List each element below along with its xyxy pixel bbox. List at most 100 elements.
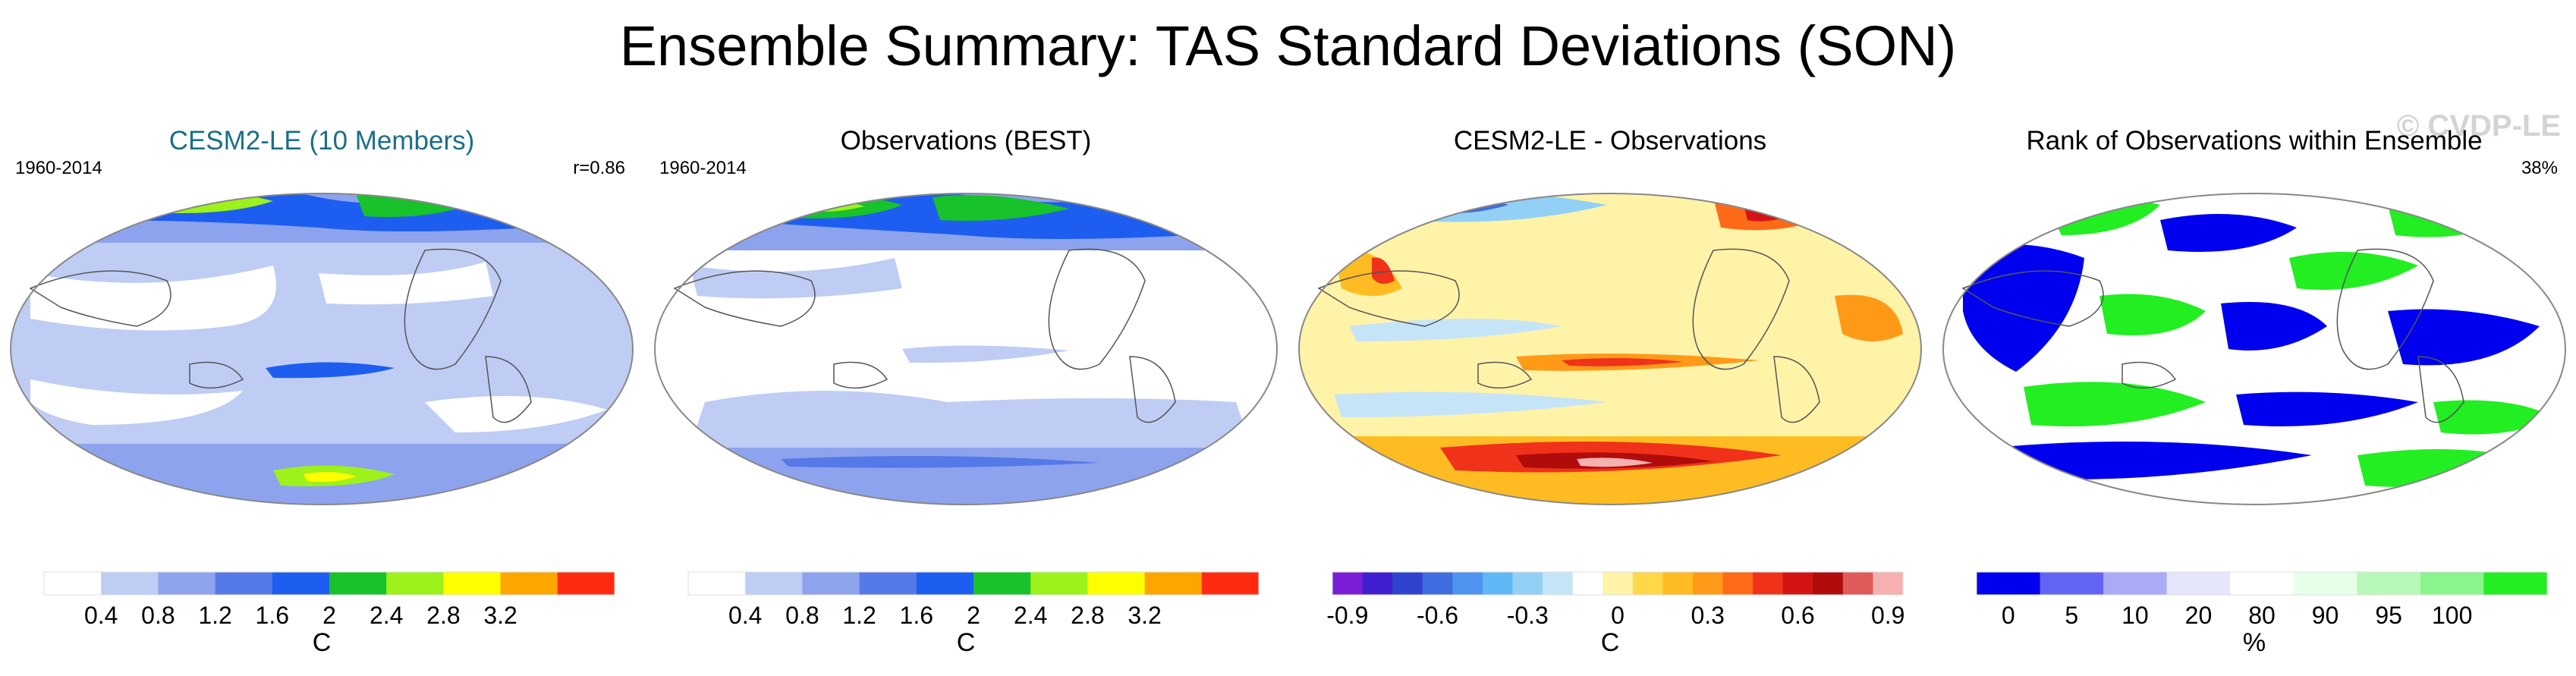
colorbar-swatch (1977, 572, 2041, 595)
colorbar-swatch (1572, 572, 1603, 595)
colorbar-swatch (1692, 572, 1724, 595)
colorbar-ticks: 0.4 0.8 1.2 1.6 2 2.4 2.8 3.2 (84, 602, 517, 629)
period-label: 1960-2014 (15, 158, 102, 178)
colorbar-tick-label: 2.4 (370, 602, 403, 629)
colorbar-swatch (1722, 572, 1754, 595)
colorbar-swatch (386, 572, 444, 595)
colorbar-swatch (2357, 572, 2421, 595)
colorbar-swatch (1087, 572, 1146, 595)
colorbar-swatch (443, 572, 502, 595)
colorbar-swatch (2293, 572, 2357, 595)
colorbar-tick-label: -0.3 (1507, 602, 1549, 629)
colorbar-swatch (1030, 572, 1088, 595)
colorbar-unit: C (1600, 628, 1620, 657)
colorbar-tick-label: 0.9 (1871, 602, 1904, 629)
map-model (10, 193, 634, 505)
colorbar-swatch (215, 572, 273, 595)
colorbar-tick-label: 95 (2375, 602, 2402, 629)
colorbar-swatch (1422, 572, 1453, 595)
colorbar-ticks: -0.9 -0.6 -0.3 0 0.3 0.6 0.9 (1326, 602, 1904, 629)
colorbar-tick-label: 3.2 (1128, 602, 1161, 629)
colorbar-swatch (973, 572, 1031, 595)
figure-title: Ensemble Summary: TAS Standard Deviation… (619, 14, 1957, 77)
panel-title: CESM2-LE - Observations (1453, 126, 1767, 156)
colorbar-swatch (158, 572, 216, 595)
panel-observations: Observations (BEST) 1960-2014 0.4 0.8 1.2 1… (644, 114, 1288, 676)
panel-title: Observations (BEST) (840, 126, 1092, 156)
colorbar-swatch (329, 572, 387, 595)
colorbar-tick-label: 1.6 (900, 602, 933, 629)
map-rank (1942, 193, 2566, 505)
colorbar-swatch (2230, 572, 2294, 595)
colorbar-outline (1332, 571, 1904, 596)
colorbar-swatch (1632, 572, 1663, 595)
colorbar-swatch (2166, 572, 2231, 595)
colorbar-outline (43, 571, 615, 596)
map-difference (1298, 193, 1922, 505)
colorbar-swatch (1144, 572, 1203, 595)
colorbar-swatch (1782, 572, 1813, 595)
colorbar-swatch (101, 572, 159, 595)
colorbar-tick-label: -0.6 (1417, 602, 1458, 629)
period-label: 1960-2014 (659, 158, 747, 178)
colorbar-swatch (1813, 572, 1844, 595)
colorbar-ticks: 0.4 0.8 1.2 1.6 2 2.4 2.8 3.2 (728, 602, 1162, 629)
colorbar-unit: C (312, 628, 332, 657)
colorbar-unit: % (2242, 628, 2266, 657)
colorbar-tick-label: 10 (2122, 602, 2149, 629)
colorbar-swatch (1201, 572, 1260, 595)
colorbar-tick-label: 0 (2002, 602, 2015, 629)
colorbar-tick-label: 2.8 (1071, 602, 1104, 629)
colorbar-swatch (500, 572, 558, 595)
colorbar (43, 571, 615, 596)
colorbar-ticks: 0 5 10 20 80 90 95 100 (2002, 602, 2472, 629)
colorbar-tick-label: 2 (322, 602, 336, 629)
panel-model: CESM2-LE (10 Members) 1960-2014 r=0.86 0… (0, 114, 643, 676)
colorbar-swatch (1753, 572, 1784, 595)
colorbar-tick-label: 100 (2432, 602, 2472, 629)
colorbar-swatch (1332, 572, 1363, 595)
panel-difference: CESM2-LE - Observations -0.9 -0.6 -0.3 0 0.3… (1288, 114, 1932, 676)
colorbar-tick-label: 2 (967, 602, 980, 629)
colorbar-swatch (1543, 572, 1574, 595)
map-background (1299, 193, 1921, 505)
panel-title: Rank of Observations within Ensemble (2026, 126, 2483, 156)
colorbar-tick-label: 5 (2065, 602, 2078, 629)
colorbar-swatch (2420, 572, 2484, 595)
colorbar-unit: C (956, 628, 976, 657)
colorbar-tick-label: 0.8 (141, 602, 175, 629)
colorbar-swatch (1452, 572, 1483, 595)
colorbar-tick-label: -0.9 (1326, 602, 1368, 629)
colorbar-tick-label: 0.8 (785, 602, 819, 629)
colorbar (687, 571, 1260, 596)
colorbar-tick-label: 1.6 (256, 602, 289, 629)
colorbar-swatch (1842, 572, 1873, 595)
colorbar-swatch (688, 572, 746, 595)
map-observations (654, 193, 1278, 505)
colorbar-swatch (44, 572, 102, 595)
colorbar-tick-label: 2.4 (1014, 602, 1047, 629)
colorbar-tick-label: 0.3 (1691, 602, 1724, 629)
panel-rank: © CVDP-LE Rank of Observations within En… (1933, 109, 2576, 676)
colorbar-swatch (1362, 572, 1393, 595)
colorbar-tick-label: 1.2 (842, 602, 876, 629)
colorbar-swatch (802, 572, 860, 595)
colorbar-swatch (1662, 572, 1694, 595)
colorbar-swatch (1482, 572, 1513, 595)
watermark: © CVDP-LE (2396, 109, 2561, 143)
colorbar-swatch (2040, 572, 2104, 595)
colorbar (1976, 571, 2548, 596)
colorbar-swatch (1392, 572, 1423, 595)
colorbar-tick-label: 1.2 (198, 602, 231, 629)
panel-title: CESM2-LE (10 Members) (168, 126, 475, 156)
colorbar-tick-label: 2.8 (426, 602, 460, 629)
colorbar-tick-label: 80 (2248, 602, 2276, 629)
colorbar-tick-label: 0 (1611, 602, 1625, 629)
colorbar-swatch (272, 572, 330, 595)
colorbar-swatch (859, 572, 917, 595)
colorbar-swatch (2483, 572, 2548, 595)
colorbar-swatch (2103, 572, 2168, 595)
colorbar-swatch (745, 572, 803, 595)
colorbar-tick-label: 0.6 (1781, 602, 1814, 629)
correlation-label: r=0.86 (573, 158, 625, 178)
